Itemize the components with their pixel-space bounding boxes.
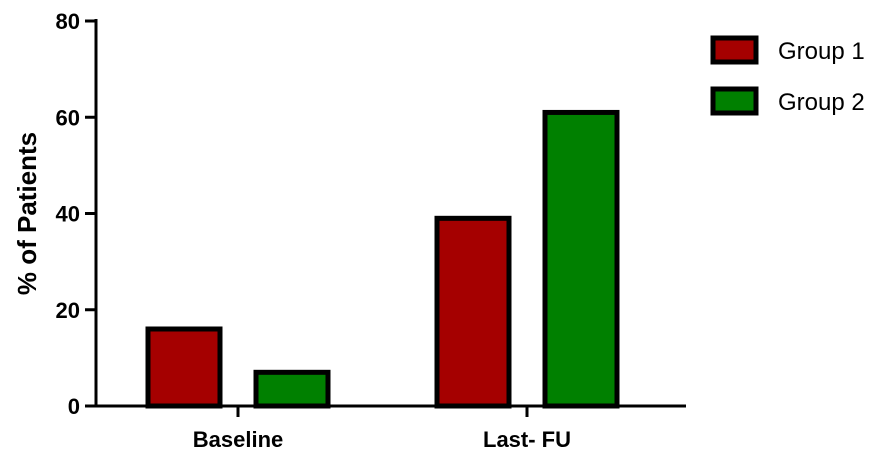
legend-label-2: Group 2 — [778, 89, 865, 116]
bar-2-2 — [542, 109, 620, 409]
bar-1-1 — [145, 326, 223, 409]
x-tick-label: Last- FU — [483, 427, 571, 452]
y-tick-label: 20 — [56, 298, 80, 323]
bar-1-2 — [434, 215, 512, 409]
y-tick-label: 0 — [68, 394, 80, 419]
y-axis-title: % of Patients — [12, 132, 42, 295]
labels-layer: 0 20 40 60 80 Baseline Last- FU % of Patients — [12, 9, 571, 452]
y-tick-label: 80 — [56, 9, 80, 34]
y-tick-label: 40 — [56, 202, 80, 227]
legend-swatch-1 — [710, 35, 759, 65]
bars-layer — [145, 109, 620, 409]
x-tick-label: Baseline — [193, 427, 284, 452]
legend: Group 1 Group 2 — [710, 35, 865, 116]
y-tick-label: 60 — [56, 105, 80, 130]
bar-2-1 — [253, 369, 331, 409]
legend-swatch-2 — [710, 86, 759, 116]
legend-label-1: Group 1 — [778, 38, 865, 65]
